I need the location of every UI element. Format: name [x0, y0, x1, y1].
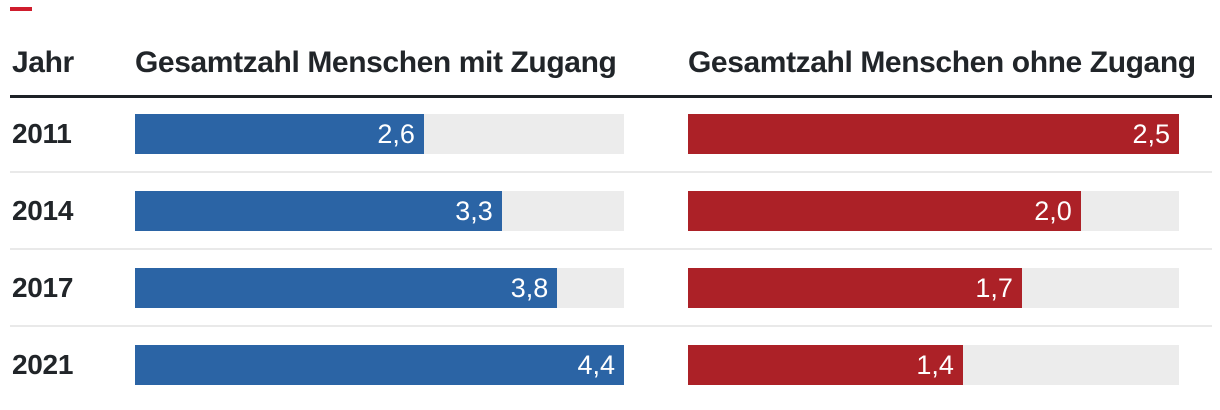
without-access-bar-track: 2,0 — [688, 191, 1179, 231]
column-header-with-access: Gesamtzahl Menschen mit Zugang — [135, 46, 617, 79]
column-header-year: Jahr — [12, 46, 74, 79]
without-access-bar-fill: 2,5 — [688, 114, 1179, 154]
accent-dash — [10, 7, 32, 11]
row-year-label: 2017 — [12, 272, 74, 303]
with-access-bar-fill: 4,4 — [135, 345, 624, 385]
without-access-bar-fill: 1,4 — [688, 345, 963, 385]
with-access-bar-fill: 3,8 — [135, 268, 558, 308]
without-access-bar-track: 2,5 — [688, 114, 1179, 154]
row-divider — [10, 171, 1212, 173]
row-year-label: 2021 — [12, 349, 74, 380]
bar-value-label: 1,4 — [916, 350, 954, 380]
with-access-bar-track: 3,8 — [135, 268, 624, 308]
without-access-bar-track: 1,7 — [688, 268, 1179, 308]
bar-value-label: 3,3 — [455, 196, 493, 226]
bar-value-label: 4,4 — [577, 350, 615, 380]
bar-value-label: 2,5 — [1132, 119, 1170, 149]
column-header-without-access: Gesamtzahl Menschen ohne Zugang — [688, 46, 1196, 79]
with-access-bar-fill: 2,6 — [135, 114, 424, 154]
row-year-label: 2011 — [12, 118, 72, 149]
bar-value-label: 3,8 — [510, 273, 549, 303]
bar-value-label: 2,6 — [377, 119, 415, 149]
row-divider — [10, 325, 1212, 327]
row-year-label: 2014 — [12, 195, 74, 226]
with-access-bar-track: 2,6 — [135, 114, 624, 154]
bar-value-label: 1,7 — [975, 273, 1013, 303]
row-divider — [10, 248, 1212, 250]
with-access-bar-track: 3,3 — [135, 191, 624, 231]
bar-value-label: 2,0 — [1034, 196, 1072, 226]
without-access-bar-track: 1,4 — [688, 345, 1179, 385]
with-access-bar-fill: 3,3 — [135, 191, 502, 231]
header-rule — [10, 95, 1212, 98]
without-access-bar-fill: 2,0 — [688, 191, 1081, 231]
without-access-bar-fill: 1,7 — [688, 268, 1022, 308]
with-access-bar-track: 4,4 — [135, 345, 624, 385]
